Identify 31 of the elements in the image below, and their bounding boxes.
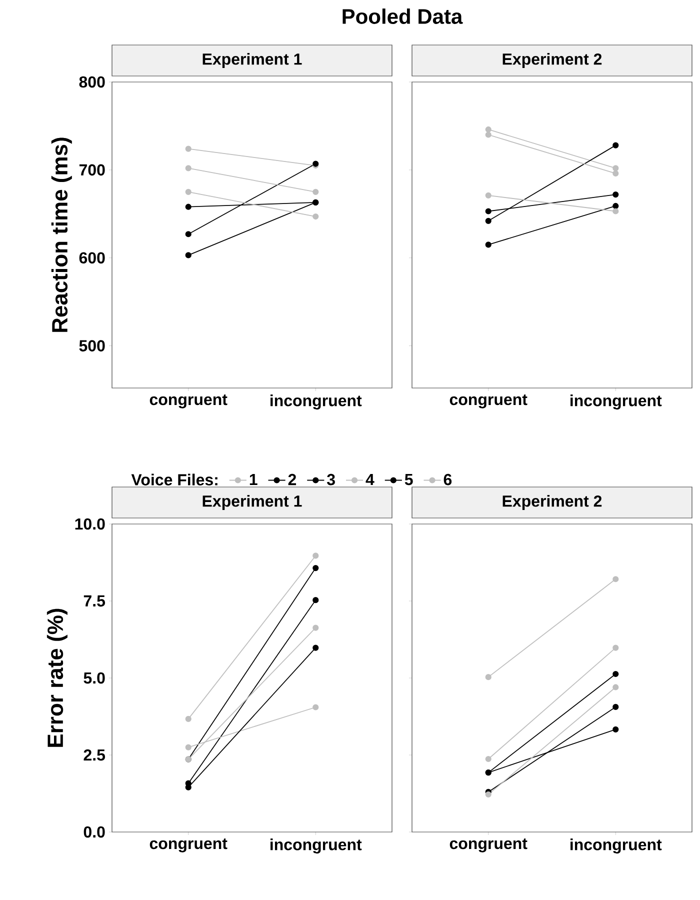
legend-label: 1 — [250, 474, 258, 486]
legend-label: 6 — [444, 474, 452, 486]
x-tick-label: congruent — [150, 838, 228, 852]
legend-label: 5 — [404, 474, 413, 486]
chart-title: Experiment 1 — [202, 495, 302, 510]
legend-label: 2 — [288, 474, 296, 486]
y-tick-label: 800 — [79, 76, 105, 88]
x-tick-label: congruent — [450, 394, 528, 408]
chart-title: Experiment 2 — [502, 495, 602, 510]
y-axis-title: Error rate (%) — [46, 608, 68, 747]
y-tick-label: 500 — [79, 340, 105, 352]
y-tick-label: 600 — [79, 252, 105, 264]
chart-title: Experiment 2 — [502, 53, 602, 68]
x-tick-label: incongruent — [570, 394, 662, 410]
legend-label: 4 — [366, 474, 374, 486]
y-tick-label: 0.0 — [84, 826, 105, 838]
y-tick-label: 2.5 — [84, 749, 106, 761]
y-tick-label: 5.0 — [84, 672, 105, 684]
x-tick-label: incongruent — [270, 394, 362, 410]
legend-title: Voice Files: — [131, 474, 218, 486]
legend-label: 3 — [327, 474, 335, 486]
y-tick-label: 10.0 — [75, 518, 105, 530]
y-tick-label: 700 — [79, 164, 105, 176]
x-tick-label: incongruent — [570, 838, 662, 854]
x-tick-label: congruent — [450, 838, 528, 852]
chart-title: Pooled Data — [342, 8, 463, 24]
y-tick-label: 7.5 — [84, 595, 106, 607]
y-axis-title: Reaction time (ms) — [51, 138, 72, 332]
x-tick-label: congruent — [150, 394, 228, 408]
chart-subtitle: Experiment 1 — [202, 53, 302, 68]
x-tick-label: incongruent — [270, 838, 362, 854]
